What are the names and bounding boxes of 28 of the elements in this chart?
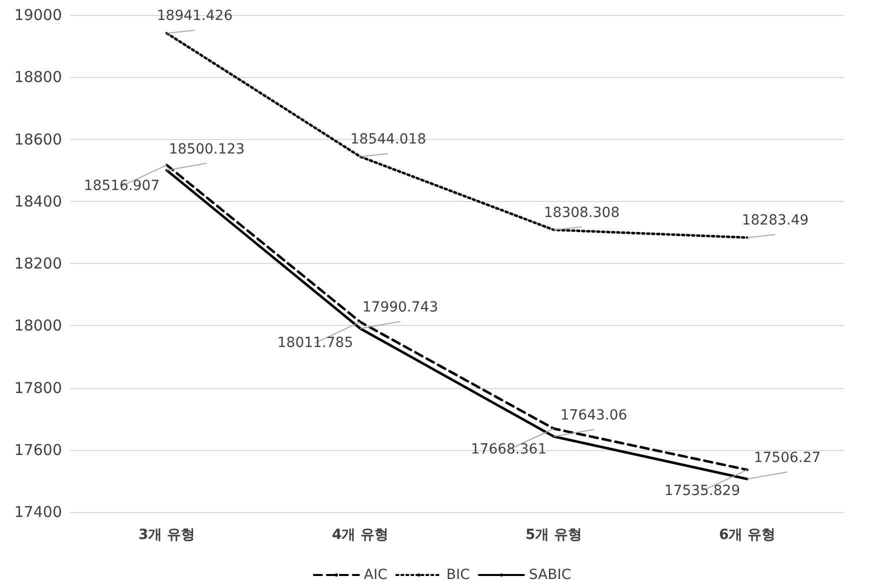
y-tick-label: 18400 (14, 192, 62, 210)
legend-label: AIC (364, 567, 388, 583)
y-tick-label: 18000 (14, 316, 62, 335)
data-label: 18011.785 (277, 334, 354, 351)
data-label: 18516.907 (84, 178, 160, 194)
y-tick-label: 18200 (14, 254, 62, 272)
y-tick-label: 18800 (14, 68, 62, 86)
legend-label: BIC (446, 567, 470, 583)
y-tick-label: 19000 (14, 6, 62, 24)
data-label: 17506.27 (754, 450, 821, 466)
y-tick-label: 17400 (14, 503, 62, 521)
x-tick-label: 5개 유형 (525, 527, 582, 543)
data-label: 17990.743 (362, 300, 438, 316)
data-label: 17668.361 (470, 442, 547, 458)
data-label: 18283.49 (742, 212, 809, 229)
data-label: 18544.018 (350, 132, 426, 148)
data-label: 18941.426 (156, 8, 233, 24)
y-tick-label: 17800 (14, 378, 62, 397)
x-tick-label: 3개 유형 (138, 527, 196, 543)
y-tick-label: 18600 (14, 130, 62, 148)
data-label: 18500.123 (168, 141, 245, 158)
y-tick-label: 17600 (14, 440, 62, 459)
x-tick-label: 6개 유형 (718, 527, 776, 543)
legend-label: SABIC (528, 567, 572, 583)
x-tick-label: 4개 유형 (332, 527, 389, 543)
data-label: 18308.308 (544, 204, 620, 221)
data-label: 17643.06 (560, 408, 628, 424)
data-label: 17535.829 (664, 482, 740, 499)
